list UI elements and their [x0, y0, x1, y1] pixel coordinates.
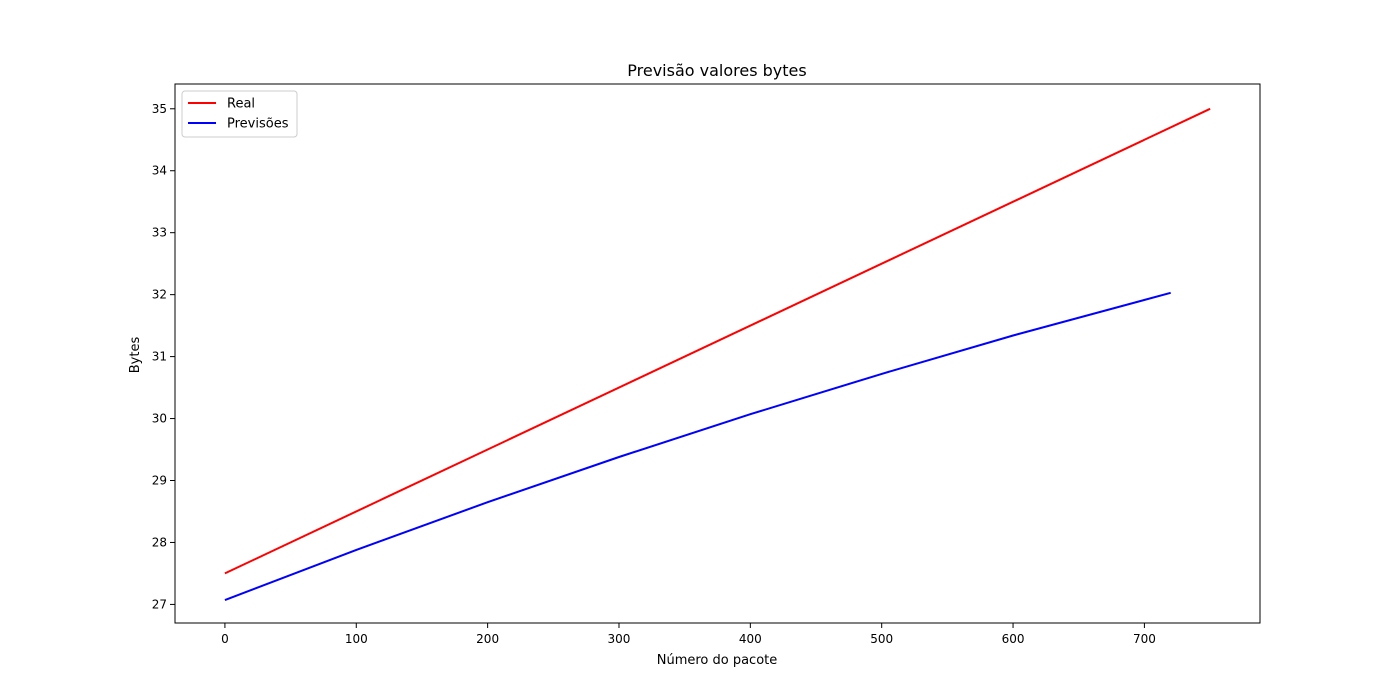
y-axis-label: Bytes: [128, 337, 143, 374]
y-axis: 27 28 29 30 31 32 33 34 35: [152, 102, 175, 611]
y-tick-label: 29: [152, 474, 167, 488]
x-tick-label: 0: [221, 632, 229, 646]
y-tick-label: 34: [152, 164, 167, 178]
x-tick-label: 400: [739, 632, 762, 646]
y-tick-label: 35: [152, 102, 167, 116]
y-tick-label: 30: [152, 412, 167, 426]
x-tick-label: 100: [345, 632, 368, 646]
x-tick-label: 700: [1133, 632, 1156, 646]
series-line-0: [224, 107, 1211, 575]
legend-label-1: Previsões: [227, 117, 289, 132]
legend: Real Previsões: [181, 90, 298, 138]
chart-title: Previsão valores bytes: [627, 61, 806, 80]
y-tick-label: 28: [152, 535, 167, 549]
series-line-1: [224, 291, 1171, 602]
series-layer: [224, 107, 1211, 602]
y-tick-label: 31: [152, 350, 167, 364]
y-tick-label: 33: [152, 226, 167, 240]
x-tick-label: 300: [608, 632, 631, 646]
x-tick-label: 200: [476, 632, 499, 646]
y-tick-label: 32: [152, 288, 167, 302]
plot-area-frame: [174, 83, 1261, 624]
x-tick-label: 500: [870, 632, 893, 646]
x-axis-label: Número do pacote: [657, 653, 778, 668]
x-axis: 0 100 200 300 400 500 600 700: [221, 623, 1156, 646]
x-tick-label: 600: [1002, 632, 1025, 646]
y-tick-label: 27: [152, 597, 167, 611]
legend-label-0: Real: [227, 97, 255, 112]
